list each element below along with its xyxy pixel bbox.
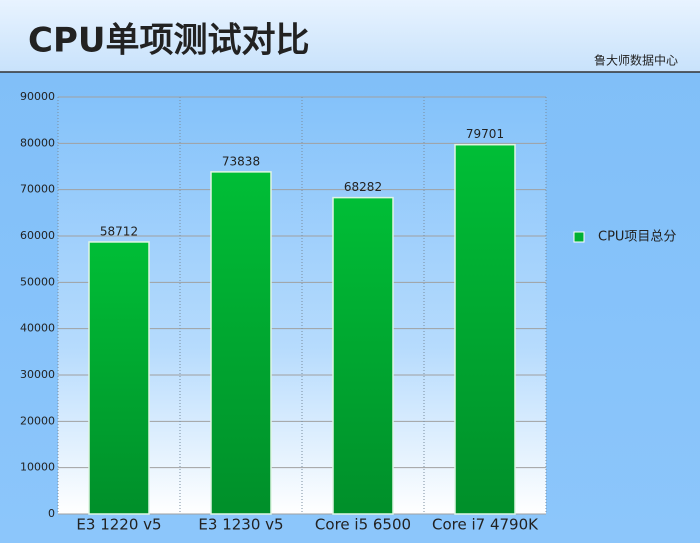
bar <box>332 196 394 515</box>
y-tick-label: 80000 <box>20 136 55 149</box>
y-tick-label: 50000 <box>20 275 55 288</box>
y-tick-label: 0 <box>48 507 55 520</box>
x-tick-label: E3 1220 v5 <box>76 516 161 534</box>
x-tick-label: Core i5 6500 <box>315 516 411 534</box>
chart-title: CPU单项测试对比 <box>28 21 309 61</box>
y-tick-label: 40000 <box>20 322 55 335</box>
header <box>0 0 700 72</box>
data-label: 73838 <box>222 154 260 168</box>
y-tick-label: 20000 <box>20 414 55 427</box>
y-tick-label: 60000 <box>20 229 55 242</box>
data-label: 79701 <box>466 127 504 141</box>
legend-swatch <box>573 231 585 243</box>
data-label: 58712 <box>100 224 138 238</box>
y-tick-label: 30000 <box>20 368 55 381</box>
x-tick-label: E3 1230 v5 <box>198 516 283 534</box>
bar <box>88 241 150 515</box>
bar <box>454 143 516 515</box>
bar <box>210 171 272 515</box>
x-tick-label: Core i7 4790K <box>432 516 539 534</box>
source: 鲁大师数据中心 <box>594 53 678 68</box>
data-label: 68282 <box>344 180 382 194</box>
legend-label: CPU项目总分 <box>598 230 676 245</box>
y-tick-label: 90000 <box>20 90 55 103</box>
y-tick-label: 70000 <box>20 183 55 196</box>
y-tick-label: 10000 <box>20 461 55 474</box>
